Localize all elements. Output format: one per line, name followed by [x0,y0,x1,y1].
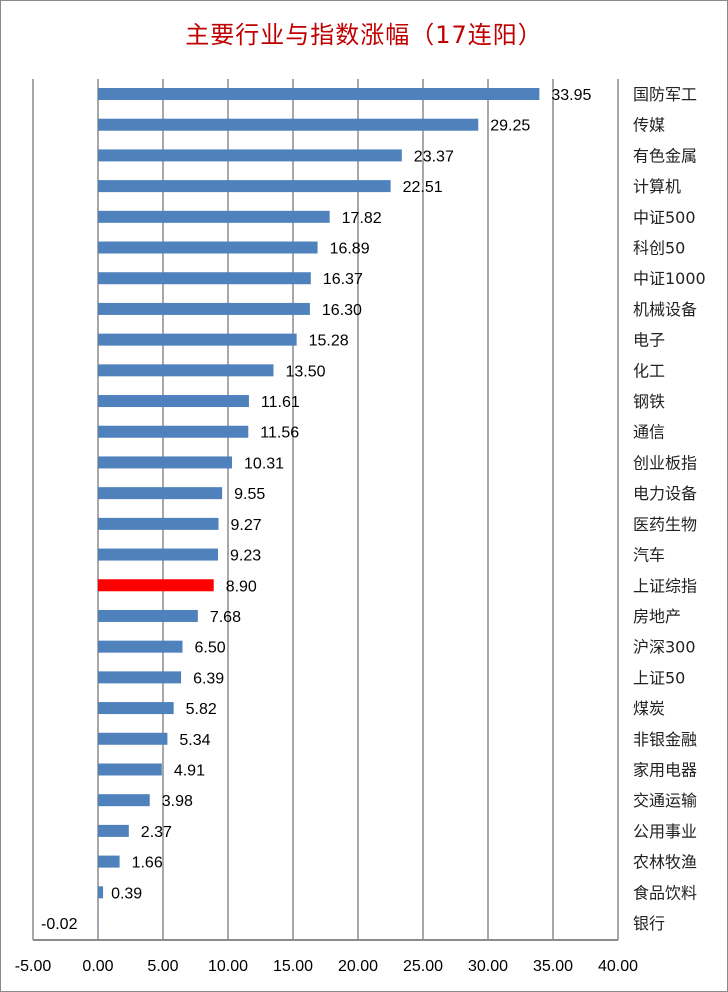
bar [98,640,183,653]
data-label: 5.82 [186,701,217,718]
bar [98,702,174,715]
data-label: 23.37 [414,148,454,165]
data-label: -0.02 [41,916,78,933]
bar [98,487,223,500]
category-label: 计算机 [633,177,681,196]
category-label: 上证综指 [633,576,697,595]
data-label: 13.50 [286,363,326,380]
data-label: 9.27 [231,517,262,534]
category-label: 上证50 [633,668,685,687]
data-label: 2.37 [141,824,172,841]
data-label: 17.82 [342,210,382,227]
bar [98,241,318,254]
category-label: 国防军工 [633,85,697,104]
bar [98,732,168,745]
bar [98,517,219,530]
data-label: 0.39 [111,885,142,902]
chart-title: 主要行业与指数涨幅（17连阳） [185,21,543,49]
data-label: 8.90 [226,578,257,595]
bar [98,671,182,684]
category-label: 电子 [633,331,665,350]
category-label: 钢铁 [633,392,665,411]
category-label: 中证1000 [633,269,706,288]
category-label: 传媒 [633,116,665,135]
data-label: 16.89 [330,241,370,258]
bar [98,88,540,100]
category-label: 银行 [633,914,665,933]
bar [98,364,274,377]
category-label: 创业板指 [633,453,697,472]
data-label: 6.39 [193,670,224,687]
x-tick-label: 35.00 [533,958,573,975]
category-label: 沪深300 [633,638,696,657]
x-tick-label: 0.00 [82,958,113,975]
data-label: 5.34 [179,732,210,749]
data-label: 1.66 [132,855,163,872]
category-label: 科创50 [633,239,685,258]
data-label: 7.68 [210,609,241,626]
data-label: 16.37 [323,271,363,288]
bar [98,118,479,131]
category-label: 机械设备 [633,300,697,319]
bar [98,425,249,438]
data-label: 4.91 [174,762,205,779]
x-tick-label: 10.00 [208,958,248,975]
category-label: 煤炭 [633,699,665,718]
data-label: 11.56 [260,425,299,442]
x-tick-label: 20.00 [338,958,378,975]
bar [98,794,150,807]
bar [98,609,198,622]
category-label: 汽车 [633,546,665,565]
data-label: 10.31 [244,455,284,472]
category-label: 化工 [633,361,665,380]
data-label: 33.95 [551,87,591,104]
bar [98,763,162,776]
bar [98,456,233,469]
category-label: 家用电器 [633,760,697,779]
bar [98,180,391,193]
data-label: 6.50 [195,640,226,657]
category-label: 医药生物 [633,515,697,534]
bar [98,149,402,162]
bar [98,395,249,408]
data-label: 29.25 [490,118,530,135]
x-tick-label: 40.00 [598,958,638,975]
data-label: 9.55 [234,486,265,503]
bar [98,333,297,346]
category-label: 通信 [633,423,665,442]
x-tick-label: -5.00 [15,958,52,975]
category-label: 非银金融 [633,730,697,749]
data-label: 15.28 [309,333,349,350]
x-tick-label: 25.00 [403,958,443,975]
bar [98,272,311,285]
x-tick-label: 30.00 [468,958,508,975]
bar [98,548,218,561]
bar [98,855,120,868]
x-tick-label: 15.00 [273,958,313,975]
data-label: 3.98 [162,793,193,810]
data-label: 9.23 [230,548,261,565]
category-label: 食品饮料 [633,883,697,902]
x-tick-label: 5.00 [147,958,178,975]
bar [98,824,129,837]
data-label: 16.30 [322,302,362,319]
category-label: 中证500 [633,208,696,227]
category-label: 公用事业 [633,822,697,841]
bar [98,579,214,592]
bar [98,886,104,899]
data-label: 22.51 [403,179,443,196]
category-label: 电力设备 [633,484,697,503]
bar [98,302,310,315]
category-label: 农林牧渔 [633,853,697,872]
category-label: 交通运输 [633,791,697,810]
category-label: 房地产 [633,607,681,626]
data-label: 11.61 [261,394,300,411]
category-label: 有色金属 [633,146,697,165]
bar [98,210,330,223]
